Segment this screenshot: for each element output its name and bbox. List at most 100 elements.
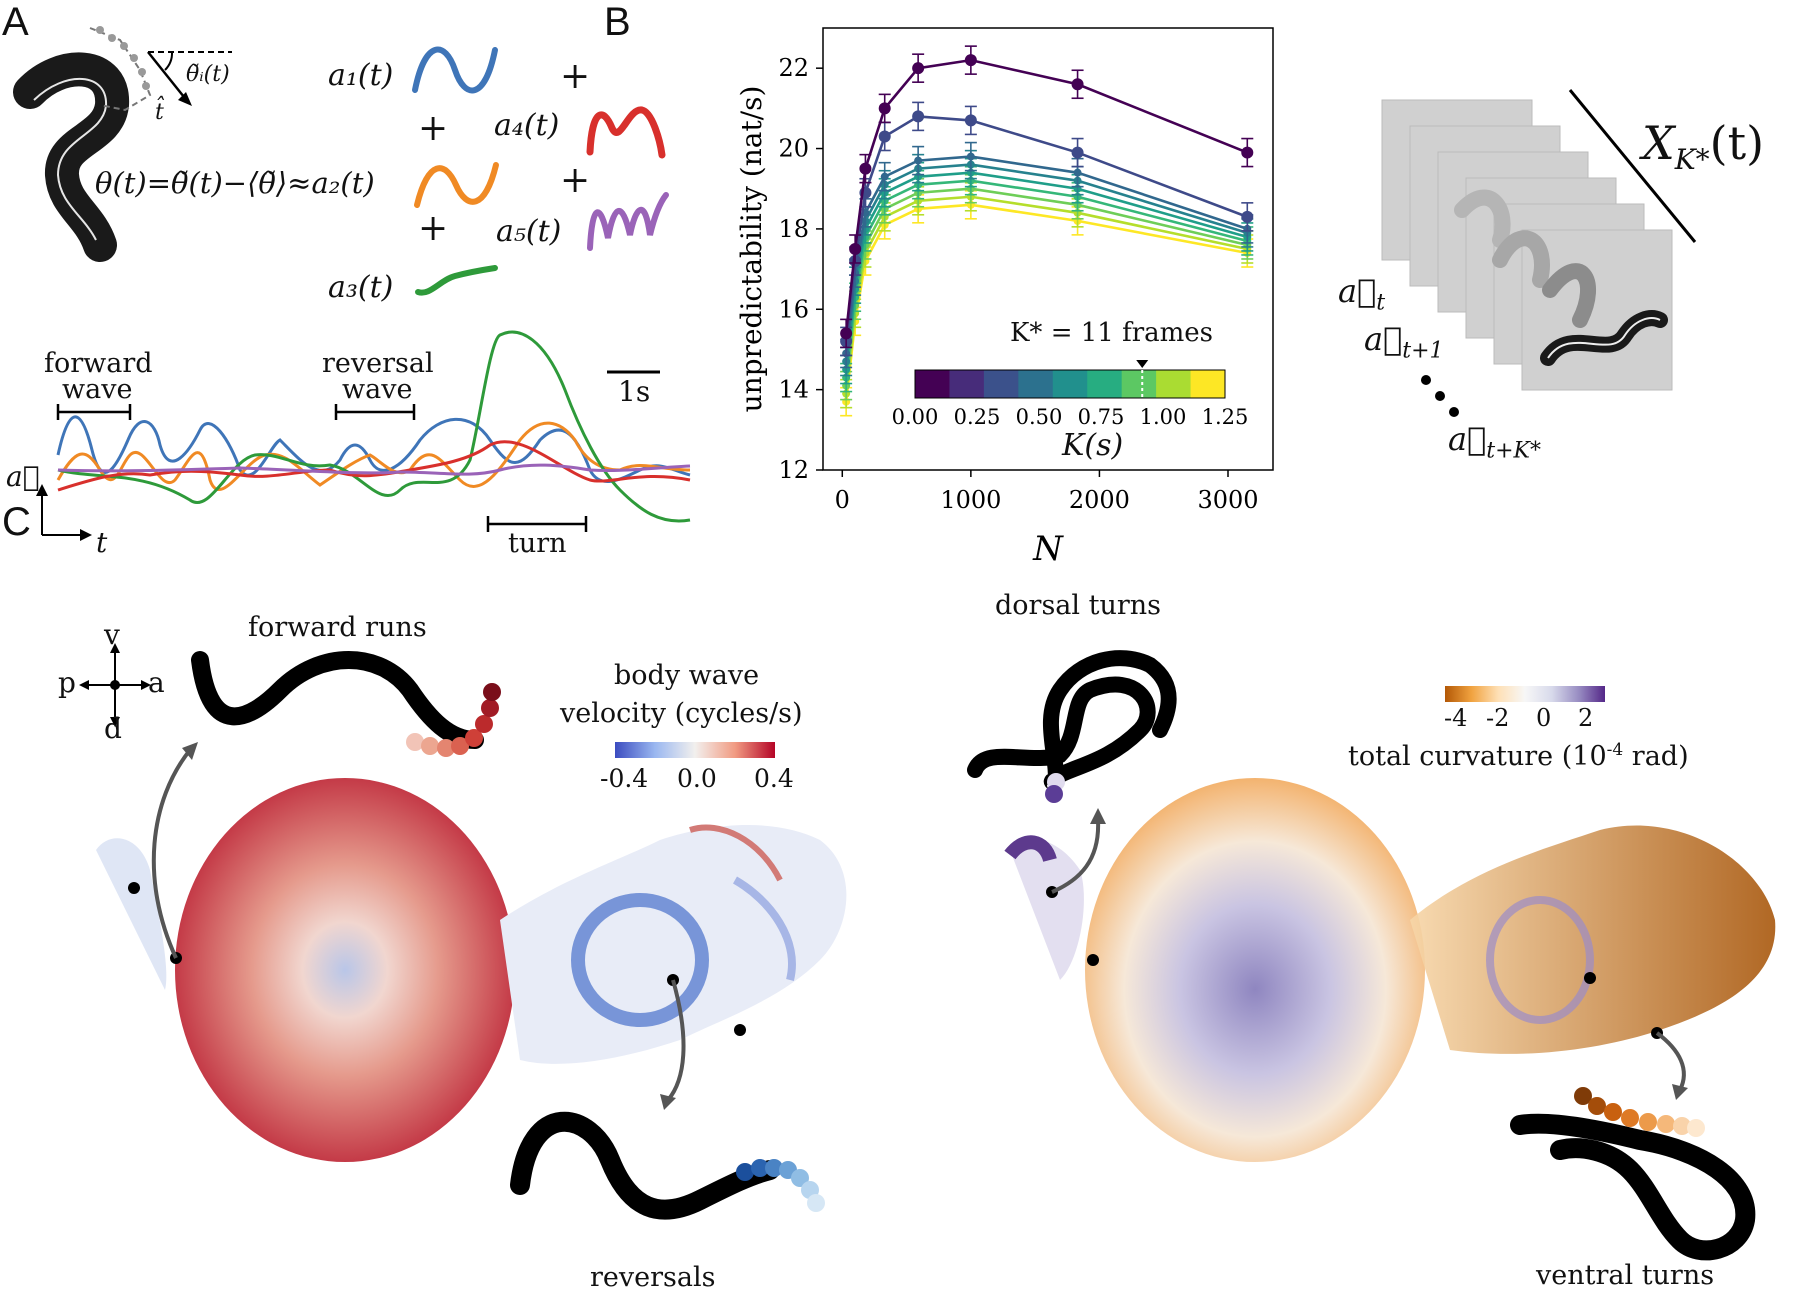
worm-centerline [33,77,108,241]
velocity-tick-1: 0.0 [677,764,717,793]
right-embedding-lobe [1410,825,1776,1054]
ventral-dots [1574,1087,1705,1137]
reversal-wave-label-line1: reversal [322,348,434,379]
compass [79,643,151,727]
dorsal-turn-worm [967,650,1177,791]
plus-1: + [418,108,449,149]
data-point-2-5 [966,152,975,161]
trace-a5 [57,463,691,476]
mode-glyphs [412,46,669,296]
curvature-tick-0: -4 [1444,704,1468,732]
forward-wave-label-line1: forward [44,348,153,379]
t-hat-label: t̂ [155,100,164,125]
colorbar-segment [983,370,1019,398]
compass-v: v [104,618,120,651]
frame-stack [1381,89,1697,417]
colorbar-tick-label: 0.25 [954,405,1001,429]
curvature-colorbar [1445,686,1605,702]
colorbar-tick-label: 1.00 [1140,405,1187,429]
curvature-label: total curvature (10-4 rad) [1348,740,1689,772]
data-point-2-4 [914,156,923,165]
mode-a1-label: a₁(t) [328,58,394,93]
dorsal-turns-label: dorsal turns [995,590,1162,621]
data-point-2-6 [1073,168,1082,177]
data-point-0-3 [878,102,891,115]
data-point-2-3 [880,172,889,181]
panel-letter-b: B [604,0,631,44]
y-tick-label: 22 [778,54,809,82]
data-point-1-6 [1071,146,1084,159]
compass-a: a [148,666,165,699]
right-embedding-tail [1010,839,1084,980]
y-tick-label: 14 [778,376,809,404]
curvature-tick-1: -2 [1486,704,1510,732]
colorbar: 0.00 0.25 0.50 0.75 1.00 1.25 [892,360,1249,429]
plot-frame [822,27,1274,471]
a-t-plus-k-label: a⃗t+K* [1448,420,1541,464]
mode-a3-glyph [415,265,498,296]
colorbar-tick-label: 0.00 [892,405,939,429]
left-embedding-disk [175,778,515,1162]
y-tick-label: 20 [778,135,809,163]
left-embedding-lobe [500,825,847,1064]
colorbar-segment [949,370,985,398]
reversal-worm [510,1111,780,1220]
trace-a4 [57,440,691,492]
turn-bracket [486,516,588,532]
x-tick-label: 0 [835,486,850,514]
turn-label: turn [508,528,567,559]
forward-wave-bracket [56,404,132,420]
compass-d: d [104,712,122,745]
data-point-0-4 [912,62,925,75]
theta-equation: θ(t)=θ̃(t)−⟨θ̃⟩≈a₂(t) [95,166,375,200]
reversal-dots [736,1159,825,1212]
colorbar-segment [1052,370,1088,398]
colorbar-tick-label: 1.25 [1202,405,1249,429]
velocity-cbar-title-2: velocity (cycles/s) [560,698,803,729]
mode-a4-label: a₄(t) [494,108,560,143]
colorbar-segment [915,370,950,398]
colorbar-segment [1190,370,1226,398]
x-tick-label: 3000 [1197,486,1258,514]
mode-a5-glyph [587,192,669,251]
x-tick-label: 1000 [940,486,1001,514]
forward-wave-label-line2: wave [62,374,133,405]
theta-tilde-label: θ̃ᵢ(t) [186,62,230,87]
plus-2: + [418,208,449,249]
y-tick-label: 16 [778,295,809,323]
velocity-tick-2: 0.4 [754,764,794,793]
curvature-tick-3: 2 [1578,704,1594,732]
colorbar-tick-label: 0.75 [1078,405,1125,429]
data-point-0-7 [1241,146,1254,159]
plus-4: + [560,160,591,201]
trace-a2 [56,421,691,491]
velocity-tick-0: -0.4 [600,764,649,793]
y-tick-label: 12 [778,456,809,484]
colorbar-title: K* = 11 frames [1010,318,1214,348]
ventral-turns-label: ventral turns [1536,1260,1715,1291]
a-vector-axis: a⃗ [6,460,40,493]
right-embedding-disk [1085,778,1425,1162]
left-embedding-tail [96,838,167,990]
stack-line [1568,89,1697,243]
reversal-wave-label-line2: wave [342,374,413,405]
colorbar-segment [1156,370,1192,398]
colorbar-tick-label: 0.50 [1016,405,1063,429]
plus-3: + [560,56,591,97]
data-point-0-2 [859,162,872,175]
data-point-1-7 [1241,210,1254,223]
forward-run-worm [191,651,484,749]
data-point-0-1 [849,243,862,255]
a-t-plus-1-label: a⃗t+1 [1364,320,1444,364]
data-point-1-5 [964,114,977,127]
t-axis: t [96,526,108,559]
mode-a1-glyph [412,46,498,94]
x-axis-label: N [1032,529,1064,569]
colorbar-label: K(s) [1062,428,1124,463]
reversals-label: reversals [590,1262,716,1293]
data-point-1-3 [878,130,891,143]
mode-a5-label: a₅(t) [496,214,562,249]
scale-bar-label: 1s [618,375,651,408]
ventral-turn-worm [1510,1113,1756,1261]
